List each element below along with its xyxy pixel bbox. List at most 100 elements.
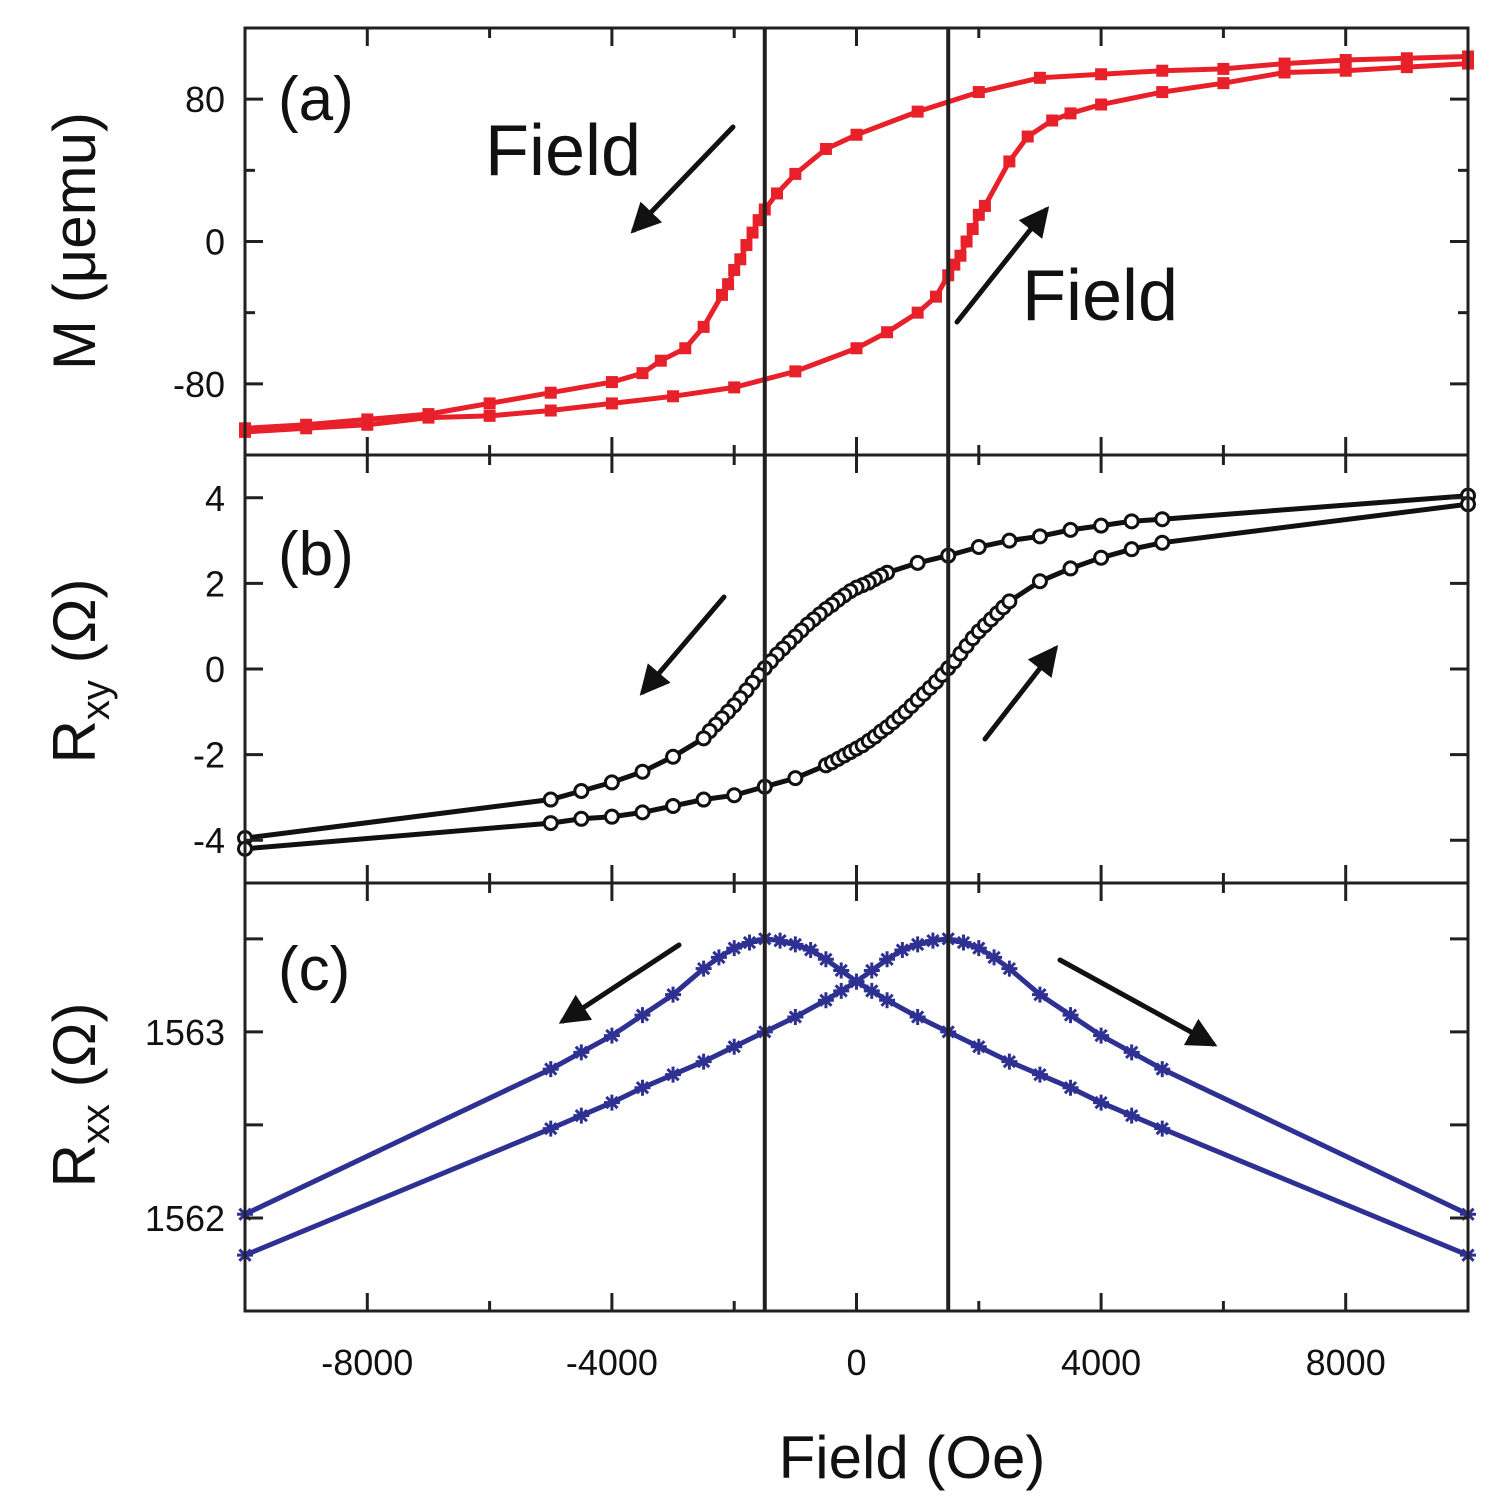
annotation-field-increasing: Field — [1022, 256, 1178, 336]
data-point — [603, 774, 620, 791]
data-point — [1001, 532, 1018, 549]
data-point — [850, 342, 863, 355]
y-tick-label: -2 — [193, 735, 225, 776]
data-point — [1217, 77, 1230, 90]
data-point — [970, 539, 987, 556]
panel-label-b: (b) — [278, 520, 354, 589]
series-line-b-0 — [244, 493, 1469, 841]
data-point — [966, 223, 979, 236]
data-point — [817, 992, 834, 1009]
data-point — [881, 326, 894, 339]
data-point — [1064, 107, 1077, 120]
data-point — [1154, 534, 1171, 551]
data-point — [1046, 114, 1059, 127]
data-point — [863, 982, 880, 999]
data-point — [960, 235, 973, 248]
data-point — [819, 142, 832, 155]
series-line-a-0 — [244, 54, 1469, 431]
data-point — [1339, 54, 1352, 67]
y-label-c-sub: xx — [74, 1104, 118, 1144]
data-point — [483, 409, 496, 422]
y-label-c-main: R — [41, 1144, 108, 1187]
data-point — [695, 791, 712, 808]
series-line-b-1 — [244, 501, 1469, 852]
data-point — [728, 263, 741, 276]
data-point — [1154, 1120, 1171, 1137]
data-point — [634, 763, 651, 780]
y-tick-label: -80 — [173, 364, 225, 405]
data-point — [789, 365, 802, 378]
data-point — [909, 1008, 926, 1025]
data-point — [667, 390, 680, 403]
data-point — [665, 1066, 682, 1083]
data-point — [710, 949, 727, 966]
data-point — [1278, 66, 1291, 79]
data-point — [929, 290, 942, 303]
data-point — [986, 949, 1003, 966]
panel-label-c: (c) — [278, 935, 350, 1004]
data-point — [894, 941, 911, 958]
data-point — [1093, 517, 1110, 534]
data-point — [911, 306, 924, 319]
data-point — [879, 992, 896, 1009]
data-point — [1031, 986, 1048, 1003]
data-point — [695, 1053, 712, 1070]
x-tick-label: -4000 — [566, 1342, 658, 1383]
annotation-field-decreasing: Field — [485, 111, 641, 191]
y-tick-label: 2 — [205, 563, 225, 604]
data-point — [848, 973, 865, 990]
panel-a — [239, 50, 1474, 438]
data-point — [1093, 1094, 1110, 1111]
data-point — [787, 936, 804, 953]
panel-frame-b — [243, 453, 1470, 885]
data-point — [1031, 528, 1048, 545]
data-point — [1033, 71, 1046, 84]
data-point — [1001, 1053, 1018, 1070]
data-point — [1003, 155, 1016, 168]
series-line-a-1 — [244, 61, 1469, 435]
data-point — [741, 934, 758, 951]
data-point — [603, 1027, 620, 1044]
data-point — [787, 770, 804, 787]
data-point — [573, 1107, 590, 1124]
data-point — [1001, 960, 1018, 977]
data-point — [715, 288, 728, 301]
data-point — [1095, 68, 1108, 81]
x-tick-label: 0 — [846, 1342, 866, 1383]
y-axis-label-b: Rxy (Ω) — [41, 579, 118, 764]
y-tick-label: 80 — [185, 79, 225, 120]
data-point — [603, 808, 620, 825]
data-point — [833, 962, 850, 979]
data-point — [542, 815, 559, 832]
y-tick-label: 4 — [205, 478, 225, 519]
data-point — [679, 342, 692, 355]
arrow-c-increasing — [1057, 957, 1218, 1047]
arrow-a-decreasing — [630, 124, 736, 234]
data-point — [863, 962, 880, 979]
data-point — [695, 730, 712, 747]
data-point — [1278, 57, 1291, 70]
data-point — [1217, 62, 1230, 75]
data-point — [1123, 541, 1140, 558]
data-point — [1156, 86, 1169, 99]
data-point — [1031, 573, 1048, 590]
data-point — [740, 239, 753, 252]
x-tick-label: 4000 — [1061, 1342, 1141, 1383]
data-point — [752, 214, 765, 227]
x-axis-label: Field (Oe) — [779, 1424, 1046, 1491]
data-point — [1154, 1061, 1171, 1078]
data-point — [636, 367, 649, 380]
data-point — [300, 422, 313, 435]
data-point — [726, 940, 743, 957]
data-point — [909, 554, 926, 571]
data-point — [1093, 1027, 1110, 1044]
y-label-b-main: R — [41, 720, 108, 763]
data-point — [978, 199, 991, 212]
panel-frame-a — [243, 26, 1470, 457]
data-point — [542, 1061, 559, 1078]
x-tick-label: -8000 — [321, 1342, 413, 1383]
data-point — [665, 986, 682, 1003]
y-label-b-sub: xy — [74, 680, 118, 720]
y-label-b-unit: (Ω) — [41, 579, 108, 680]
